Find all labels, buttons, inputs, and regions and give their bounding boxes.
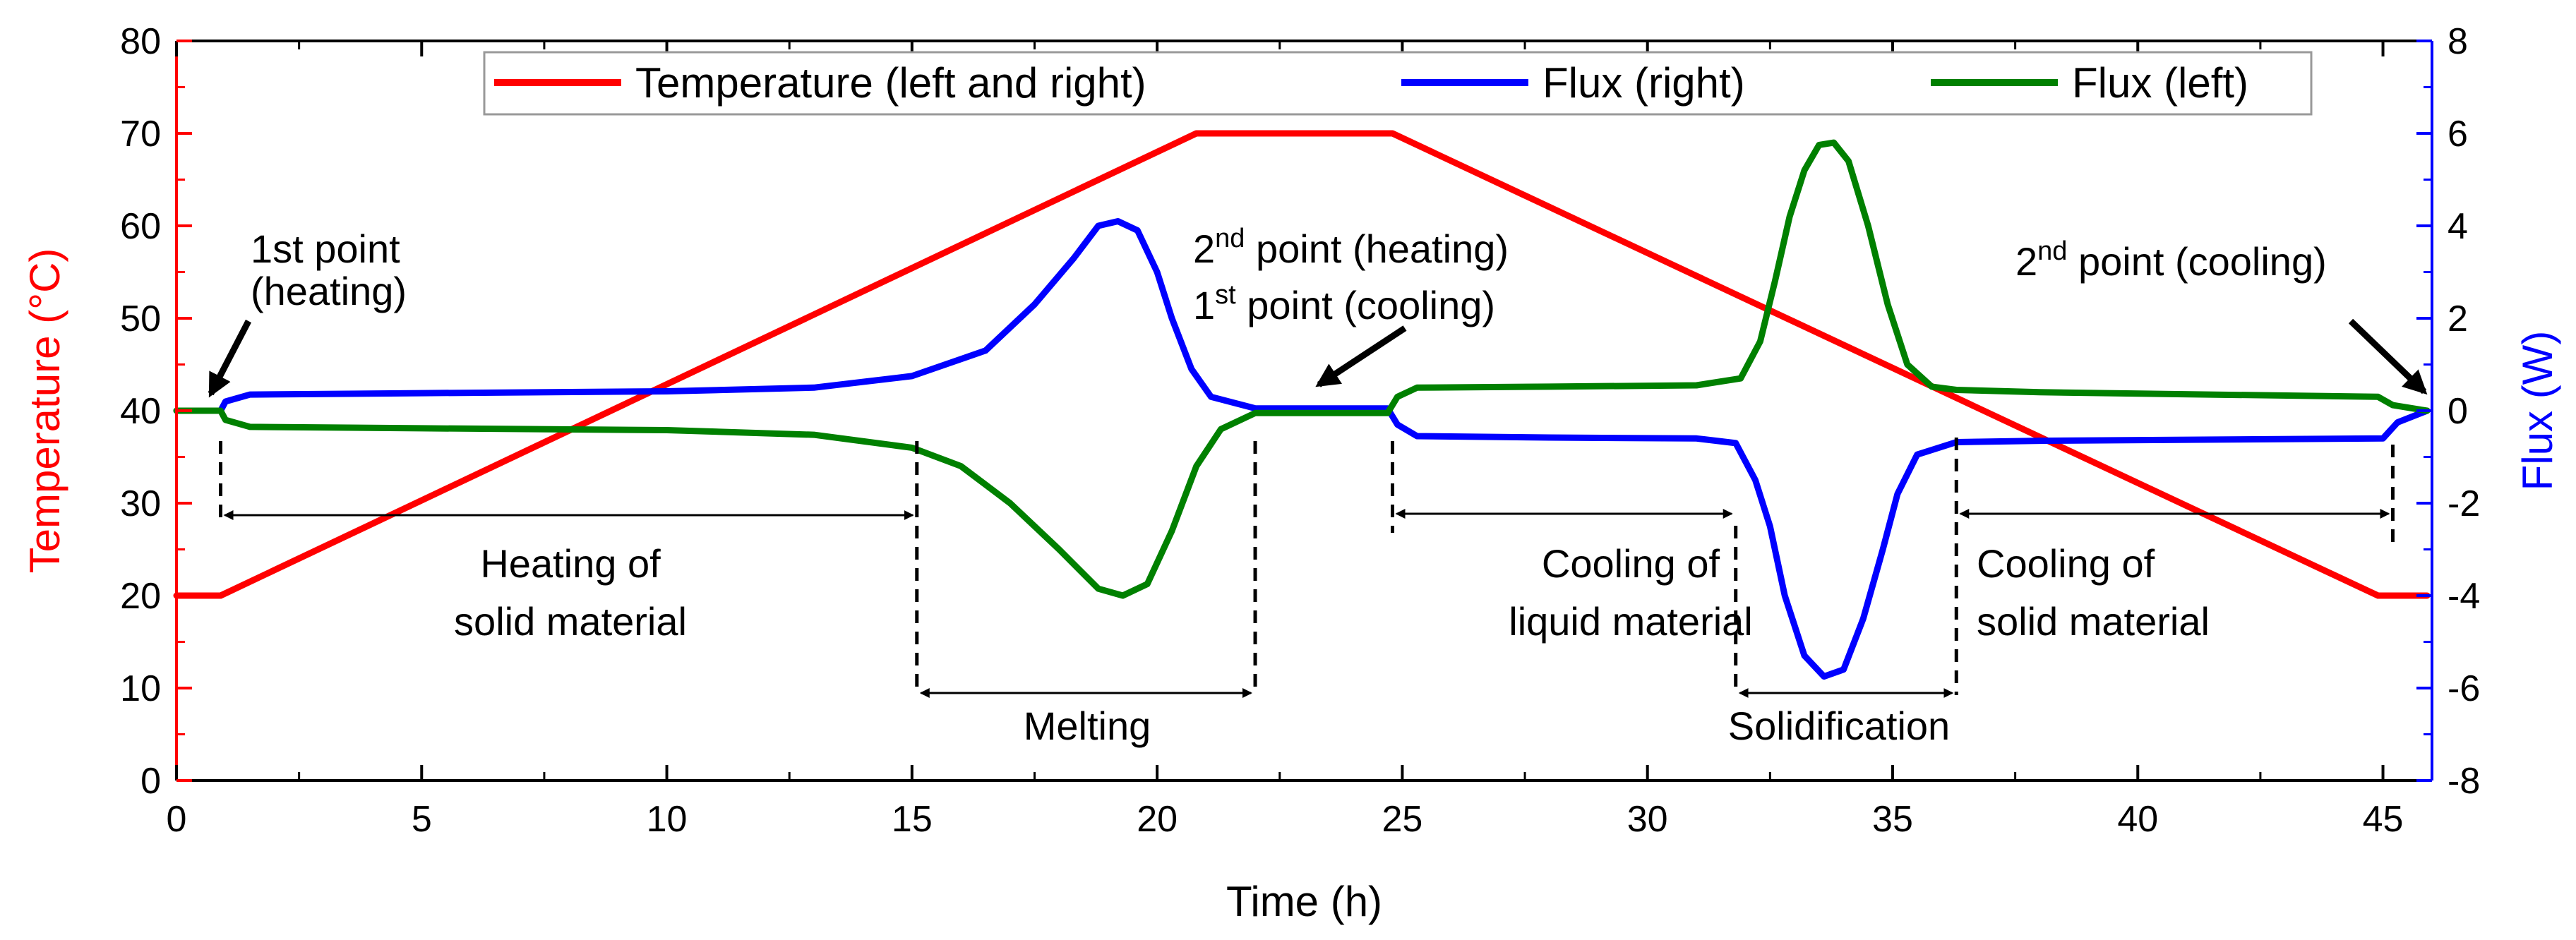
legend-label: Temperature (left and right) [635,59,1146,107]
point-annotation-2a-sup: nd [1215,224,1245,253]
y-right-tick-label: 4 [2448,206,2468,247]
series-line-2 [173,139,2431,599]
point-arrow [208,319,251,398]
y-right-tick-label: -2 [2448,483,2480,524]
point-annotation: 1st point [251,227,400,271]
region-label: solid material [454,599,687,644]
y-right-axis-title: Flux (W) [2514,331,2561,491]
y-left-tick-label: 10 [120,668,161,709]
y-left-axis-title: Temperature (°C) [21,248,68,574]
region-label: Heating of [480,541,661,586]
y-right-tick-label: 6 [2448,114,2468,155]
point-arrow [2348,318,2428,395]
series-line-0 [173,130,2431,599]
y-left-tick-label: 50 [120,299,161,339]
x-tick-label: 15 [892,799,933,840]
region-label: Cooling of [1542,541,1720,586]
series-line-1 [173,218,2431,680]
y-left-tick-label: 70 [120,114,161,155]
y-right-tick-label: -4 [2448,576,2480,617]
point-annotation-2a-rest: point (heating) [1245,227,1509,271]
point-annotation-2a: 2nd point (heating) [1193,224,1509,271]
region-label: Cooling of [1977,541,2155,586]
x-tick-label: 25 [1382,799,1422,840]
x-axis-title: Time (h) [1226,878,1382,925]
y-right-tick-label: -8 [2448,761,2480,802]
y-left-tick-label: 30 [120,483,161,524]
region-label: liquid material [1509,599,1753,644]
point-annotation-3-sup: nd [2037,236,2067,266]
region-label: Melting [1024,704,1151,748]
x-tick-label: 20 [1137,799,1178,840]
x-tick-label: 0 [167,799,187,840]
point-annotation-2b-sup: st [1215,280,1236,310]
point-annotation-3-rest: point (cooling) [2067,239,2326,284]
point-annotation-2b: 1st point (cooling) [1193,280,1495,327]
y-left-tick-label: 80 [120,21,161,62]
point-annotation-2b-num: 1 [1193,283,1215,327]
point-annotation-3-num: 2 [2015,239,2037,284]
x-tick-label: 45 [2363,799,2404,840]
x-tick-label: 30 [1627,799,1668,840]
point-annotation-3: 2nd point (cooling) [2015,236,2327,284]
x-tick-label: 5 [412,799,432,840]
y-right-tick-label: -6 [2448,668,2480,709]
point-annotation-2b-rest: point (cooling) [1236,283,1495,327]
x-tick-label: 35 [1872,799,1913,840]
legend-label: Flux (right) [1542,59,1745,107]
y-right-tick-label: 8 [2448,21,2468,62]
point-annotation: (heating) [251,269,407,313]
region-label: solid material [1977,599,2210,644]
y-left-tick-label: 20 [120,576,161,617]
region-label: Solidification [1728,704,1950,748]
point-arrow [1315,325,1407,387]
point-annotation-2a-num: 2 [1193,227,1215,271]
y-right-tick-label: 2 [2448,299,2468,339]
y-left-tick-label: 60 [120,206,161,247]
y-left-tick-label: 0 [140,761,161,802]
y-left-tick-label: 40 [120,391,161,432]
legend-label: Flux (left) [2072,59,2248,107]
x-tick-label: 10 [647,799,688,840]
x-tick-label: 40 [2117,799,2158,840]
y-right-tick-label: 0 [2448,391,2468,432]
